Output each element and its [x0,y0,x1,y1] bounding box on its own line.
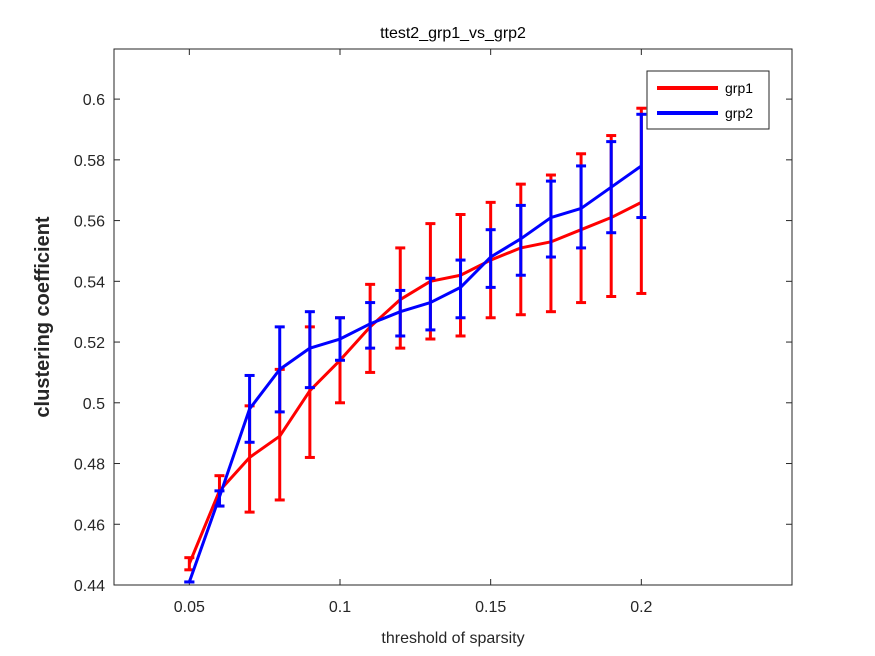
x-tick-label: 0.05 [174,599,205,616]
series-line-grp1 [187,201,643,565]
y-tick-label: 0.58 [74,153,105,170]
x-axis-label: threshold of sparsity [381,630,524,647]
error-bar-grp2 [455,258,466,320]
error-bar-grp2 [485,228,496,289]
chart-title: ttest2_grp1_vs_grp2 [380,25,526,42]
y-tick-label: 0.48 [74,457,105,474]
x-tick-label: 0.1 [329,599,351,616]
error-bar-grp2 [365,301,376,350]
error-bar-grp2 [214,489,225,508]
plot-area [113,48,793,586]
y-tick-label: 0.56 [74,214,105,231]
y-axis-ticks: 0.44 0.46 0.48 0.5 0.52 0.54 0.56 0.58 0.6 [74,92,792,595]
y-tick-label: 0.44 [74,578,105,595]
error-bar-grp2 [395,288,406,338]
legend: grp1 grp2 [646,70,770,130]
series-layer [184,106,647,584]
error-bar-grp2 [576,164,587,250]
series-grp2 [184,112,647,584]
error-bar-grp2 [606,140,617,235]
series-line-grp2 [187,164,643,583]
x-tick-label: 0.15 [475,599,506,616]
error-bar-grp2 [425,276,436,332]
legend-box [646,70,770,130]
x-axis-ticks: 0.05 0.1 0.15 0.2 [174,49,653,616]
error-bar-grp2 [636,112,647,220]
legend-label-grp1: grp1 [725,80,753,96]
error-bar-grp2 [545,179,556,259]
error-bar-grp2 [274,325,285,414]
error-bar-grp2 [335,316,345,362]
error-bar-grp2 [304,310,315,390]
y-tick-label: 0.46 [74,517,105,534]
y-tick-label: 0.52 [74,335,105,352]
error-bar-grp2 [515,203,526,277]
y-tick-label: 0.6 [83,92,105,109]
legend-label-grp2: grp2 [725,105,753,121]
y-tick-label: 0.54 [74,274,105,291]
y-tick-label: 0.5 [83,396,105,413]
y-axis-label: clustering coefficient [32,216,54,417]
error-bar-grp2 [244,373,255,444]
x-tick-label: 0.2 [630,599,652,616]
